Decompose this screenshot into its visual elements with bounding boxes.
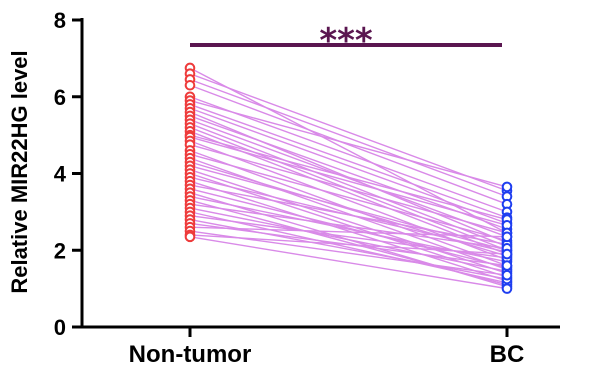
- pair-line: [189, 168, 508, 274]
- y-axis-title: Relative MIR22HG level: [7, 50, 32, 293]
- pair-line: [189, 96, 508, 213]
- pair-line: [189, 172, 508, 278]
- x-category-label: Non-tumor: [129, 341, 252, 365]
- x-axis-ticks: Non-tumor BC: [129, 327, 525, 365]
- pair-lines-group: [189, 67, 508, 290]
- pair-line: [189, 203, 508, 250]
- points-group: [184, 62, 513, 294]
- pair-line: [189, 211, 508, 284]
- pair-line: [189, 165, 508, 251]
- bc-point: [501, 181, 513, 193]
- non-tumor-point: [184, 231, 196, 243]
- pair-line: [189, 153, 508, 242]
- pair-line: [189, 136, 508, 226]
- bc-point: [501, 283, 513, 294]
- pair-line: [189, 99, 508, 188]
- pair-line: [189, 119, 508, 238]
- x-category-label: BC: [490, 341, 525, 365]
- pair-line: [189, 144, 508, 234]
- pair-line: [189, 107, 508, 225]
- bc-point: [501, 231, 513, 243]
- pair-line: [189, 188, 508, 269]
- pair-line: [189, 180, 508, 282]
- bc-point: [501, 269, 513, 281]
- pair-line: [189, 226, 508, 238]
- significance-stars: ***: [319, 21, 373, 61]
- pair-line: [189, 84, 508, 205]
- bc-point: [501, 260, 513, 271]
- non-tumor-point: [184, 79, 196, 91]
- y-tick-label: 6: [54, 85, 66, 110]
- pair-line: [189, 234, 508, 255]
- pair-line: [189, 78, 508, 198]
- pair-line: [189, 134, 508, 221]
- pair-line: [189, 236, 508, 290]
- bc-point: [501, 248, 513, 260]
- y-tick-label: 0: [54, 315, 66, 340]
- y-tick-label: 8: [54, 8, 66, 33]
- pair-line: [189, 207, 508, 273]
- pair-line: [189, 73, 508, 192]
- y-tick-label: 4: [54, 162, 67, 187]
- y-axis-ticks: 0 2 4 6 8: [54, 8, 82, 340]
- pair-line: [189, 103, 508, 219]
- y-tick-label: 2: [54, 238, 66, 263]
